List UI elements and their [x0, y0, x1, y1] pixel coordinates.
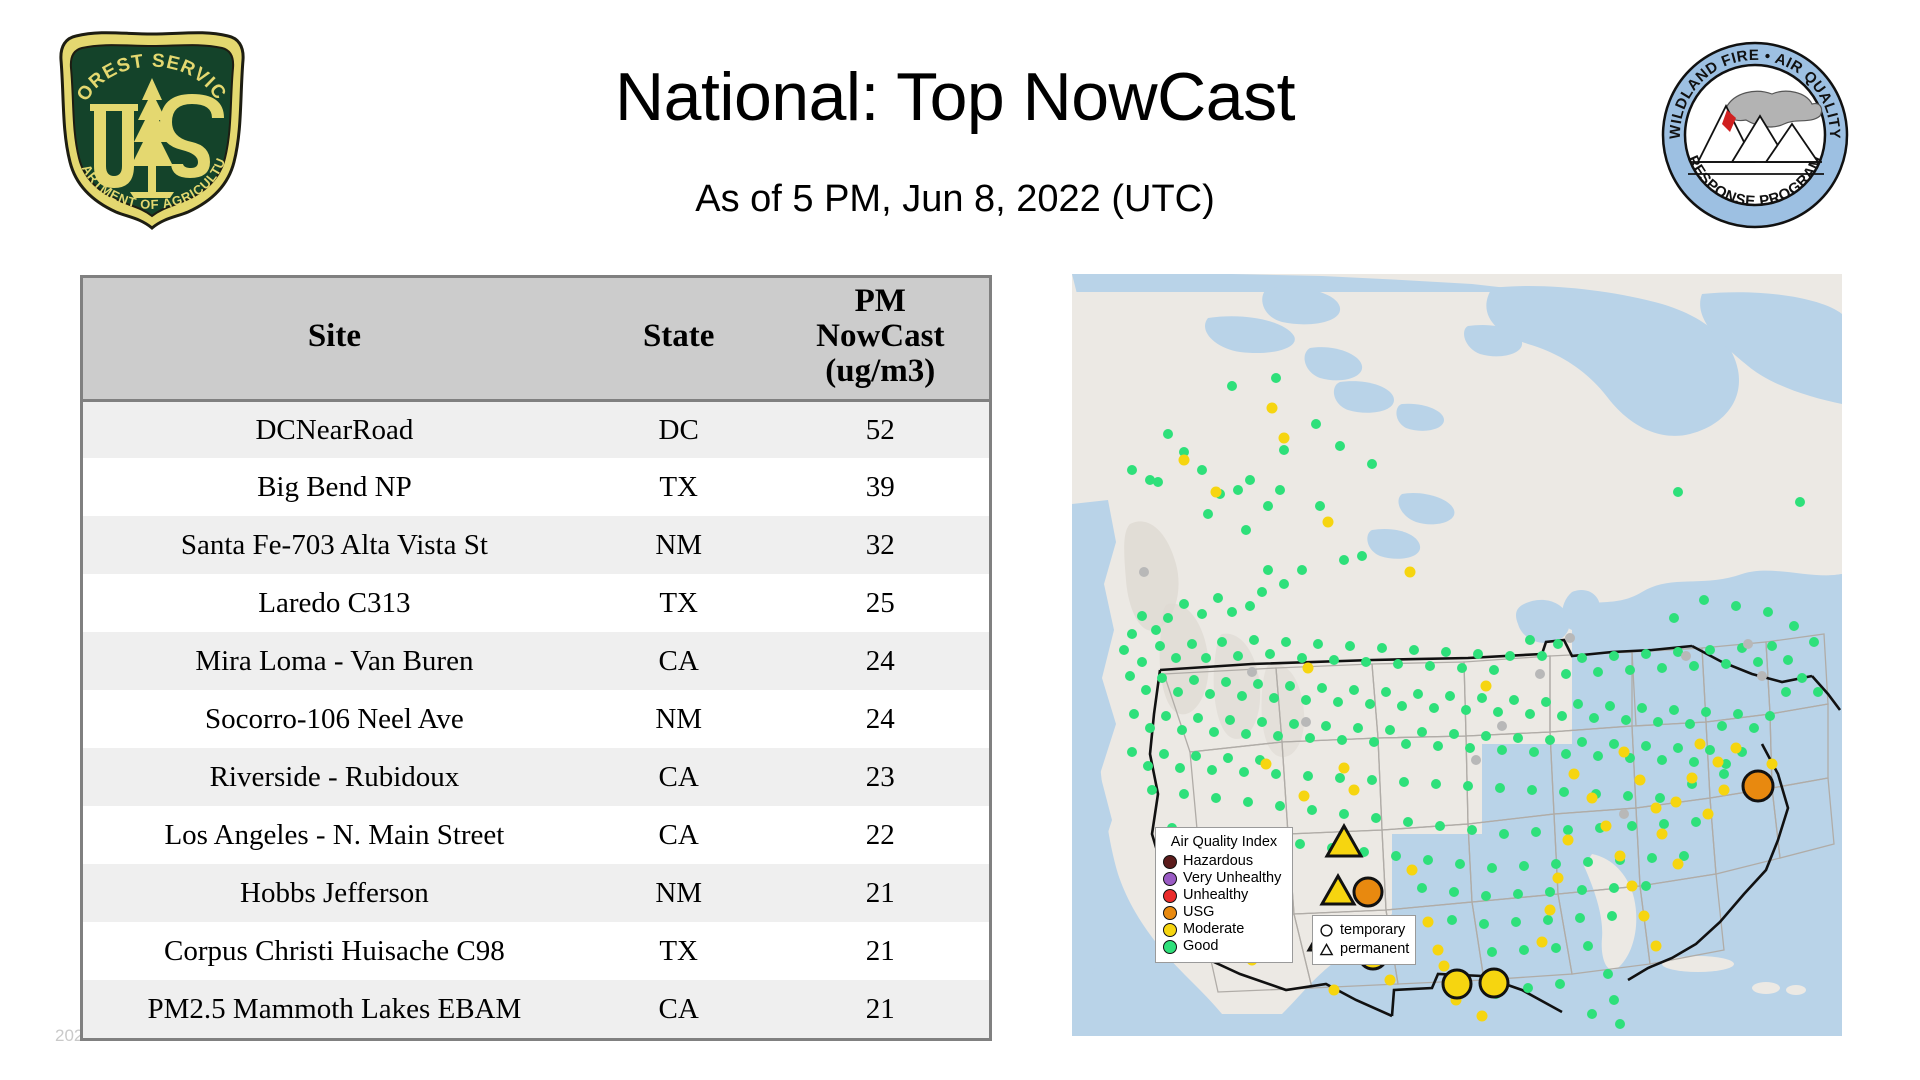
column-header-site: Site [83, 278, 586, 402]
legend-row: Hazardous [1163, 853, 1285, 870]
legend-category-label: Very Unhealthy [1183, 870, 1282, 886]
site-cell: Mira Loma - Van Buren [83, 632, 586, 691]
circle-icon [1320, 924, 1333, 937]
legend-color-swatch-icon [1163, 871, 1177, 886]
map-marker-laredo-c313 [1441, 968, 1473, 1000]
state-cell: TX [585, 922, 772, 981]
pm-cell: 22 [771, 806, 989, 865]
site-cell: Corpus Christi Huisache C98 [83, 922, 586, 981]
state-cell: CA [585, 806, 772, 865]
table-row: DCNearRoad DC 52 [83, 400, 989, 459]
site-cell: Santa Fe-703 Alta Vista St [83, 516, 586, 575]
legend-category-label: Hazardous [1183, 853, 1254, 869]
page-subtitle: As of 5 PM, Jun 8, 2022 (UTC) [695, 178, 1215, 220]
legend-row: Good [1163, 938, 1285, 955]
table-row: Hobbs Jefferson NM 21 [83, 864, 989, 923]
legend-category-label: Unhealthy [1183, 887, 1249, 903]
state-cell: NM [585, 690, 772, 749]
legend-row-temporary: temporary [1319, 921, 1409, 940]
legend-category-label: Moderate [1183, 921, 1245, 937]
legend-color-swatch-icon [1163, 922, 1177, 937]
forest-service-logo-icon: FOREST SERVICE DEPARTMENT OF AGRICULTURE [52, 26, 252, 231]
legend-label-permanent: permanent [1340, 941, 1410, 957]
legend-color-swatch-icon [1163, 888, 1177, 903]
pm-cell: 21 [771, 922, 989, 981]
pm-cell: 21 [771, 864, 989, 923]
state-cell: TX [585, 458, 772, 517]
legend-category-label: Good [1183, 938, 1219, 954]
top-nowcast-table: Site State PM NowCast (ug/m3) DCNearRoad… [80, 275, 992, 1042]
state-cell: DC [585, 400, 772, 459]
legend-color-swatch-icon [1163, 854, 1177, 869]
site-cell: Los Angeles - N. Main Street [83, 806, 586, 865]
table-row: Laredo C313 TX 25 [83, 574, 989, 633]
map-legend-monitor-type: temporary permanent [1312, 915, 1416, 965]
column-header-pm-nowcast: PM NowCast (ug/m3) [771, 278, 989, 402]
legend-title: Air Quality Index [1170, 834, 1278, 850]
legend-row: Unhealthy [1163, 887, 1285, 904]
pm-cell: 24 [771, 632, 989, 691]
map-marker-big-bend-np [1352, 876, 1384, 908]
triangle-icon [1319, 942, 1334, 956]
table-row: Riverside - Rubidoux CA 23 [83, 748, 989, 807]
table-row: Los Angeles - N. Main Street CA 22 [83, 806, 989, 865]
site-cell: Hobbs Jefferson [83, 864, 586, 923]
wildland-fire-air-quality-logo-icon: WILDLAND FIRE • AIR QUALITY RESPONSE PRO… [1660, 40, 1850, 230]
site-cell: Big Bend NP [83, 458, 586, 517]
state-cell: NM [585, 864, 772, 923]
pm-header-line-1: PM [854, 283, 906, 319]
column-header-state: State [585, 278, 772, 402]
pm-cell: 32 [771, 516, 989, 575]
legend-color-swatch-icon [1163, 905, 1177, 920]
table-row: Big Bend NP TX 39 [83, 458, 989, 517]
table-header-row: Site State PM NowCast (ug/m3) [83, 278, 989, 402]
pm-cell: 23 [771, 748, 989, 807]
site-cell: Riverside - Rubidoux [83, 748, 586, 807]
pm-cell: 39 [771, 458, 989, 517]
pm-cell: 25 [771, 574, 989, 633]
pm-header-line-2: NowCast [816, 317, 945, 354]
pm-cell: 52 [771, 400, 989, 459]
state-cell: NM [585, 516, 772, 575]
state-cell: CA [585, 632, 772, 691]
legend-row-permanent: permanent [1319, 940, 1409, 959]
legend-row: USG [1163, 904, 1285, 921]
state-cell: TX [585, 574, 772, 633]
table-row: Corpus Christi Huisache C98 TX 21 [83, 922, 989, 981]
page-title: National: Top NowCast [615, 59, 1295, 135]
table-row: Santa Fe-703 Alta Vista St NM 32 [83, 516, 989, 575]
map-legend-air-quality-index: Air Quality Index Hazardous Very Unhealth… [1155, 827, 1293, 963]
pm-header-line-3: (ug/m3) [825, 352, 936, 389]
site-cell: Laredo C313 [83, 574, 586, 633]
legend-row: Very Unhealthy [1163, 870, 1285, 887]
map-marker-corpus-christi [1478, 967, 1510, 999]
pm-cell: 21 [771, 980, 989, 1039]
legend-label-temporary: temporary [1340, 922, 1406, 938]
table-row: PM2.5 Mammoth Lakes EBAM CA 21 [83, 980, 989, 1039]
legend-category-label: USG [1183, 904, 1215, 920]
map-marker-socorro [1319, 872, 1357, 906]
site-cell: Socorro-106 Neel Ave [83, 690, 586, 749]
site-cell: DCNearRoad [83, 400, 586, 459]
pm-cell: 24 [771, 690, 989, 749]
table-row: Socorro-106 Neel Ave NM 24 [83, 690, 989, 749]
legend-color-swatch-icon [1163, 939, 1177, 954]
table-row: Mira Loma - Van Buren CA 24 [83, 632, 989, 691]
map-marker-santa-fe [1324, 822, 1364, 858]
state-cell: CA [585, 980, 772, 1039]
legend-row: Moderate [1163, 921, 1285, 938]
site-cell: PM2.5 Mammoth Lakes EBAM [83, 980, 586, 1039]
map-marker-dc-near-road [1741, 769, 1775, 803]
state-cell: CA [585, 748, 772, 807]
